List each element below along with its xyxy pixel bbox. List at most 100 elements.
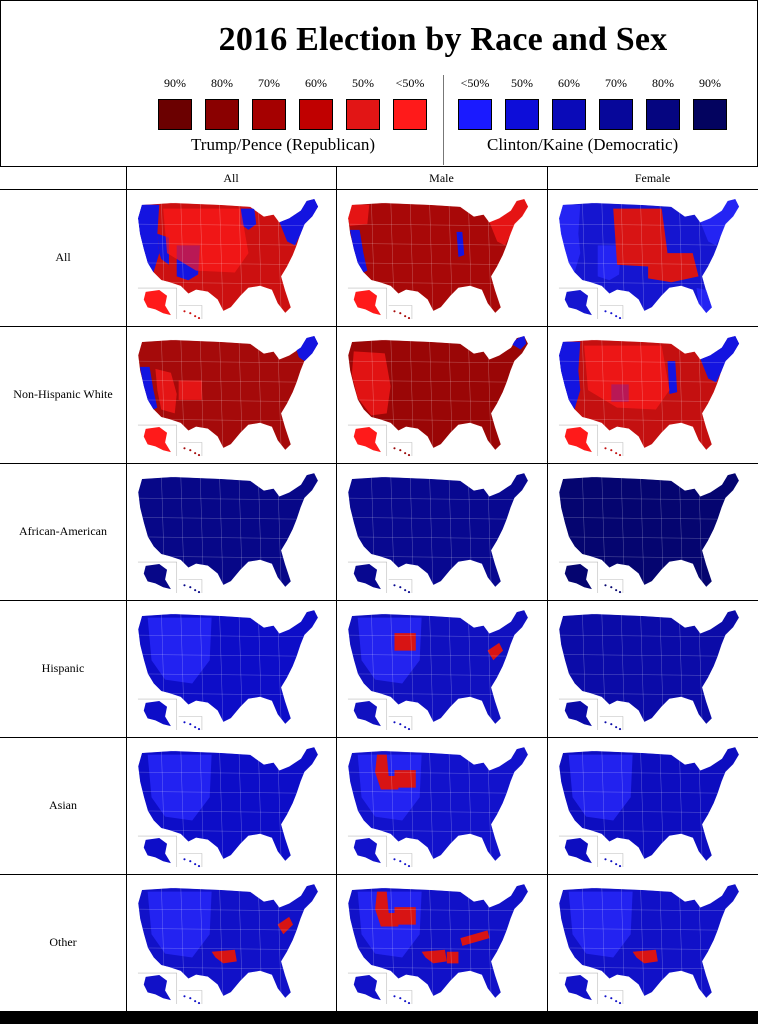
state-region-california-coast: [139, 366, 158, 410]
state-borders: [347, 198, 529, 314]
us-map: [558, 335, 740, 457]
grid-line: [0, 326, 758, 327]
hawaii-island: [618, 591, 622, 594]
hawaii-island: [189, 860, 192, 863]
map-cell: [133, 880, 329, 1006]
legend-republican-swatch: [393, 99, 427, 130]
legend-democratic-label: 60%: [558, 76, 580, 90]
contiguous-us-shape: [347, 198, 529, 314]
state-borders: [558, 198, 740, 314]
inset-frame: [558, 561, 624, 594]
state-region-center: [163, 208, 249, 273]
us-map: [137, 335, 319, 457]
row-header: Non-Hispanic White: [13, 386, 113, 401]
hawaii-island: [189, 312, 192, 315]
hawaii-island: [618, 1002, 622, 1005]
hawaii-island: [393, 858, 396, 861]
inset-frame: [558, 835, 624, 868]
legend-republican-swatch: [205, 99, 239, 130]
state-borders: [347, 472, 529, 588]
contiguous-us-shape: [558, 472, 740, 588]
hawaii-island: [404, 589, 407, 592]
inset-frame: [347, 287, 413, 320]
hawaii-island: [183, 858, 186, 861]
hawaii-island: [407, 591, 411, 594]
state-borders: [558, 335, 740, 451]
hawaii-island: [183, 447, 186, 450]
alaska-shape: [353, 289, 381, 316]
state-borders: [137, 335, 319, 451]
grid-line: [547, 167, 548, 1011]
hawaii-island: [610, 860, 613, 863]
state-borders: [137, 609, 319, 725]
alaska-shape: [353, 837, 381, 864]
state-borders: [137, 746, 319, 862]
hawaii-island: [604, 721, 607, 724]
alaska-shape: [353, 974, 381, 1001]
legend-democratic-swatch: [458, 99, 492, 130]
hawaii-island: [197, 317, 201, 320]
hawaii-island: [189, 997, 192, 1000]
state-region-illinois-strip: [456, 231, 465, 258]
state-region-florida: [696, 288, 713, 314]
legend-republican-label: 70%: [258, 76, 280, 90]
row-header: Hispanic: [41, 660, 85, 675]
hawaii-island: [604, 584, 607, 587]
us-map: [347, 746, 529, 868]
legend-democratic-label: 80%: [652, 76, 674, 90]
legend-republican-label: <50%: [395, 76, 425, 90]
hawaii-island: [189, 449, 192, 452]
state-region-upper-midwest: [240, 208, 257, 230]
hawaii-island: [404, 315, 407, 318]
us-map: [137, 472, 319, 594]
inset-frame: [347, 698, 413, 731]
hawaii-island: [404, 726, 407, 729]
state-region-idaho: [375, 754, 399, 790]
map-cell: [343, 743, 539, 869]
alaska-shape: [143, 289, 171, 316]
legend-democratic-swatch: [599, 99, 633, 130]
hawaii-island: [407, 728, 411, 731]
state-region-northeast: [700, 335, 740, 383]
state-borders: [347, 609, 529, 725]
map-cell: [343, 332, 539, 458]
hawaii-island: [189, 586, 192, 589]
state-region-wyoming: [394, 770, 416, 788]
state-region-west-light: [568, 891, 633, 958]
hawaii-island: [407, 317, 411, 320]
state-region-southwest: [597, 245, 621, 281]
state-region-kentucky: [460, 930, 490, 946]
state-region-wyoming: [394, 907, 416, 925]
legend-republican-swatch: [252, 99, 286, 130]
legend-republican-caption: Trump/Pence (Republican): [191, 135, 375, 154]
legend-republican-label: 60%: [305, 76, 327, 90]
us-map: [347, 198, 529, 320]
state-region-illinois: [667, 361, 678, 395]
us-map: [347, 335, 529, 457]
row-header: Other: [49, 934, 77, 949]
hawaii-island: [615, 1000, 618, 1003]
hawaii-island: [197, 865, 201, 868]
state-region-california-coast: [349, 229, 368, 273]
map-cell: [343, 606, 539, 732]
state-region-west-light: [147, 617, 212, 684]
alaska-shape: [564, 700, 592, 727]
state-region-center: [584, 345, 670, 410]
state-borders: [558, 472, 740, 588]
map-cell: [133, 606, 329, 732]
hawaii-island: [604, 447, 607, 450]
us-map: [137, 198, 319, 320]
inset-frame: [137, 424, 203, 457]
inset-frame: [137, 835, 203, 868]
hawaii-island: [399, 860, 402, 863]
state-region-west-coast: [137, 204, 160, 273]
map-cell: [133, 469, 329, 595]
legend-democratic-caption: Clinton/Kaine (Democratic): [487, 135, 679, 154]
hawaii-island: [615, 589, 618, 592]
grid-line: [0, 189, 758, 190]
hawaii-island: [183, 310, 186, 313]
legend-republican-label: 90%: [164, 76, 186, 90]
legend-democratic-label: 90%: [699, 76, 721, 90]
inset-frame: [137, 972, 203, 1005]
state-region-west-light: [568, 754, 633, 821]
